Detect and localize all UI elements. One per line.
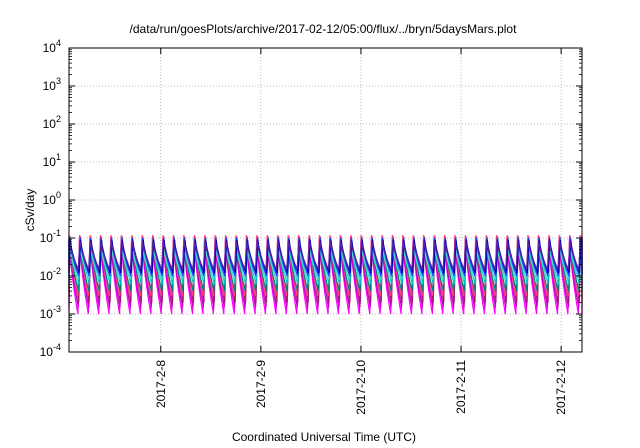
y-axis-label: cSv/day <box>23 189 37 232</box>
x-tick-label: 2017-2-11 <box>454 360 468 414</box>
y-tick-label: 102 <box>43 114 61 131</box>
x-axis-label: Coordinated Universal Time (UTC) <box>232 430 416 444</box>
chart-title: /data/run/goesPlots/archive/2017-02-12/0… <box>130 22 518 36</box>
series-line <box>68 240 583 270</box>
x-tick-label: 2017-2-12 <box>554 360 568 415</box>
plot-area: 10-4 10-3 10-2 10-1 100 101 102 103 104 2017-2-8 2… <box>40 38 583 415</box>
y-tick-label: 10-1 <box>40 228 61 245</box>
y-tick-label: 101 <box>43 152 61 169</box>
x-tick-label: 2017-2-10 <box>354 360 368 415</box>
series-layer <box>68 234 583 315</box>
y-tick-label: 10-4 <box>40 342 61 359</box>
axis-layer: 10-4 10-3 10-2 10-1 100 101 102 103 104 2017-2-8 2… <box>40 38 582 415</box>
x-tick-label: 2017-2-8 <box>154 360 168 408</box>
y-tick-label: 10-3 <box>40 304 61 321</box>
y-tick-label: 100 <box>43 190 61 207</box>
y-tick-label: 10-2 <box>40 266 61 283</box>
y-tick-label: 103 <box>43 76 61 93</box>
x-tick-label: 2017-2-9 <box>254 360 268 408</box>
y-tick-label: 104 <box>43 38 61 55</box>
